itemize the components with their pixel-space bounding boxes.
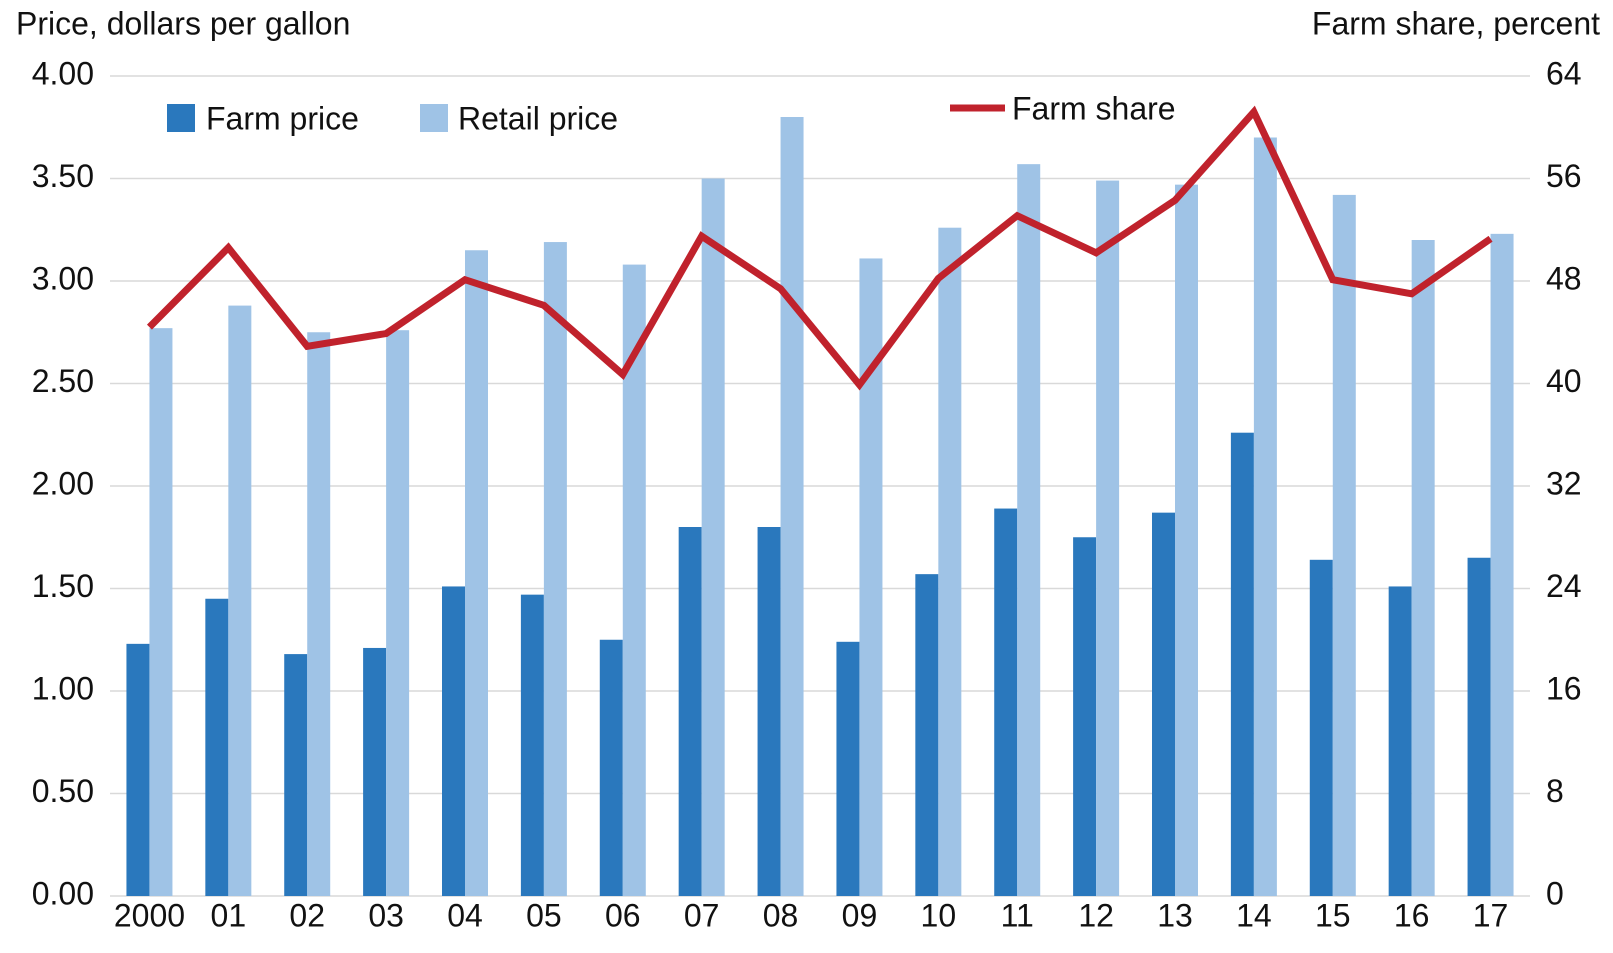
bar bbox=[859, 258, 883, 896]
legend-label: Farm price bbox=[206, 100, 359, 136]
bar bbox=[938, 227, 962, 896]
x-tick-label: 15 bbox=[1315, 897, 1351, 933]
x-tick-label: 03 bbox=[368, 897, 404, 933]
bar bbox=[1411, 240, 1435, 896]
x-tick-label: 02 bbox=[289, 897, 325, 933]
x-tick-label: 08 bbox=[763, 897, 799, 933]
y-tick-label: 0.00 bbox=[32, 875, 94, 911]
bar bbox=[1467, 557, 1491, 896]
bar bbox=[1152, 512, 1175, 896]
bar bbox=[701, 178, 725, 896]
bar bbox=[780, 117, 804, 896]
x-tick-label: 2000 bbox=[114, 897, 185, 933]
x-tick-label: 17 bbox=[1473, 897, 1509, 933]
bar bbox=[1388, 586, 1412, 896]
bar bbox=[363, 647, 387, 896]
y-tick-label: 3.00 bbox=[32, 260, 94, 296]
y-tick-label: 2.00 bbox=[32, 465, 94, 501]
y-tick-label: 0.50 bbox=[32, 773, 94, 809]
x-tick-label: 01 bbox=[211, 897, 247, 933]
line bbox=[146, 105, 1493, 391]
bar bbox=[205, 598, 229, 896]
bar bbox=[386, 330, 410, 896]
x-tick-label: 07 bbox=[684, 897, 720, 933]
bar bbox=[149, 328, 173, 896]
x-tick-label: 04 bbox=[447, 897, 483, 933]
bar bbox=[307, 332, 331, 896]
bar bbox=[1309, 559, 1333, 896]
legend-label: Farm share bbox=[1012, 90, 1176, 126]
y-tick-label: 1.00 bbox=[32, 670, 94, 706]
y-tick-label: 1.50 bbox=[32, 568, 94, 604]
bar bbox=[915, 574, 939, 896]
bar bbox=[1253, 137, 1277, 896]
x-tick-label: 05 bbox=[526, 897, 562, 933]
y2-tick-label: 0 bbox=[1546, 875, 1564, 911]
y2-tick-label: 64 bbox=[1546, 55, 1582, 91]
y2-tick-label: 56 bbox=[1546, 158, 1582, 194]
bar bbox=[1490, 233, 1514, 897]
bar bbox=[599, 639, 623, 896]
bar bbox=[836, 641, 860, 896]
legend-label: Retail price bbox=[458, 100, 618, 136]
x-tick-label: 12 bbox=[1078, 897, 1114, 933]
grid bbox=[110, 75, 1530, 897]
bar bbox=[442, 586, 465, 896]
x-tick-label: 16 bbox=[1394, 897, 1430, 933]
x-tick-label: 09 bbox=[842, 897, 878, 933]
y2-tick-label: 8 bbox=[1546, 773, 1564, 809]
bar bbox=[543, 242, 567, 897]
legend-swatch bbox=[420, 104, 448, 132]
x-tick-label: 10 bbox=[921, 897, 957, 933]
legend-swatch bbox=[167, 104, 195, 132]
bar bbox=[1096, 180, 1120, 897]
y2-tick-label: 32 bbox=[1546, 465, 1582, 501]
y-tick-label: 2.50 bbox=[32, 363, 94, 399]
bar bbox=[284, 654, 308, 896]
bar bbox=[1073, 537, 1097, 896]
y-axis-title: Price, dollars per gallon bbox=[16, 5, 350, 41]
bar bbox=[520, 594, 544, 896]
bar bbox=[622, 264, 646, 897]
y2-tick-label: 24 bbox=[1546, 568, 1582, 604]
bar bbox=[1332, 194, 1356, 896]
bar bbox=[228, 305, 252, 897]
x-tick-label: 13 bbox=[1157, 897, 1193, 933]
bar bbox=[1017, 164, 1041, 896]
bar bbox=[465, 250, 488, 896]
x-tick-label: 06 bbox=[605, 897, 641, 933]
x-tick-label: 11 bbox=[1001, 897, 1034, 933]
bar bbox=[678, 527, 702, 896]
y2-tick-label: 16 bbox=[1546, 670, 1582, 706]
bar bbox=[1230, 432, 1254, 896]
y2-axis-title: Farm share, percent bbox=[1312, 5, 1600, 41]
y-tick-label: 3.50 bbox=[32, 158, 94, 194]
bar bbox=[757, 527, 781, 896]
x-tick-label: 14 bbox=[1236, 897, 1272, 933]
y2-tick-label: 40 bbox=[1546, 363, 1582, 399]
y2-tick-label: 48 bbox=[1546, 260, 1582, 296]
y-tick-label: 4.00 bbox=[32, 55, 94, 91]
bar bbox=[994, 508, 1018, 896]
bar bbox=[126, 643, 150, 896]
bar bbox=[1175, 184, 1198, 896]
